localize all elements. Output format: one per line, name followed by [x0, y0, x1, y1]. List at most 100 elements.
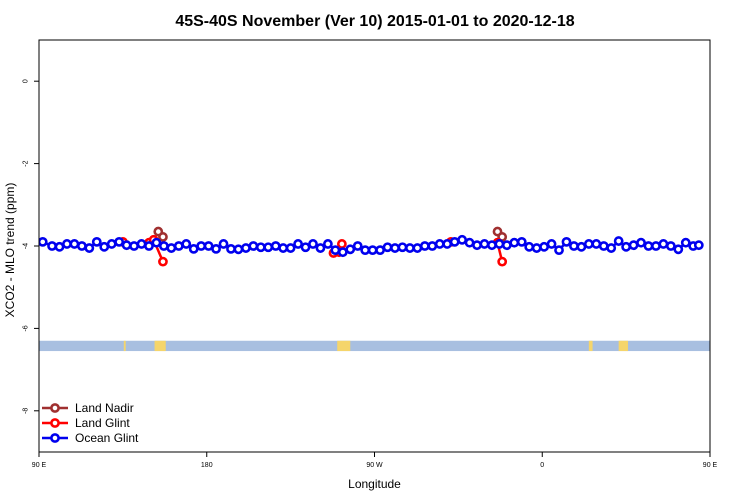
data-point — [136, 239, 147, 249]
data-point — [345, 244, 356, 255]
data-point — [99, 241, 110, 252]
data-point — [516, 236, 527, 247]
data-point — [497, 256, 508, 267]
data-point — [494, 239, 505, 249]
data-point — [91, 236, 102, 247]
data-point — [665, 241, 676, 251]
data-point — [693, 240, 704, 251]
data-point — [382, 242, 393, 253]
data-point — [158, 256, 168, 267]
data-point — [173, 241, 184, 251]
data-point — [598, 241, 609, 251]
data-point — [576, 241, 587, 252]
data-point — [166, 243, 177, 253]
ocean-band — [39, 340, 710, 352]
data-point — [129, 241, 139, 251]
land-segment — [337, 340, 351, 352]
data-point — [196, 241, 207, 251]
data-point — [293, 239, 303, 249]
y-tick-label: -4 — [23, 243, 30, 249]
data-point — [546, 239, 557, 249]
data-point — [69, 239, 80, 249]
data-point — [278, 243, 289, 253]
y-axis-label: XCO2 - MLO trend (ppm) — [3, 183, 17, 318]
data-point — [84, 243, 95, 253]
data-point — [54, 241, 65, 252]
data-point — [501, 240, 512, 251]
plot-area — [39, 226, 710, 352]
data-point — [300, 242, 311, 253]
data-point — [449, 236, 460, 247]
data-point — [434, 239, 445, 249]
data-point — [39, 236, 48, 247]
data-point — [226, 243, 236, 254]
legend-label: Ocean Glint — [75, 431, 139, 445]
y-tick-label: -8 — [23, 408, 30, 414]
y-tick-label: -2 — [23, 160, 30, 166]
data-point — [263, 242, 274, 253]
data-point — [457, 234, 468, 245]
data-point — [367, 245, 378, 256]
y-tick-label: -6 — [23, 325, 30, 331]
legend-marker — [50, 418, 60, 428]
y-axis: 0 -2 -4 -6 -8 — [23, 79, 39, 414]
x-tick-label: 0 — [540, 462, 544, 469]
data-point — [680, 237, 691, 248]
data-point — [181, 239, 192, 249]
land-segment — [154, 340, 166, 352]
data-point — [472, 240, 482, 251]
x-tick-label: 90 E — [703, 462, 718, 469]
data-point — [628, 240, 639, 251]
data-point — [203, 241, 214, 251]
chart-title: 45S-40S November (Ver 10) 2015-01-01 to … — [175, 13, 574, 30]
data-point — [285, 243, 296, 253]
data-point — [554, 245, 564, 256]
data-point — [255, 242, 266, 253]
data-point — [636, 237, 646, 248]
data-point — [336, 239, 347, 249]
data-point — [651, 241, 661, 251]
data-point — [308, 239, 318, 249]
y-tick-label: 0 — [23, 79, 30, 83]
legend-marker — [50, 403, 60, 413]
land-segment — [588, 340, 593, 352]
x-axis: 90 E 180 90 W 0 90 E — [32, 452, 718, 469]
data-point — [233, 244, 244, 255]
series-ocean-glint — [39, 234, 704, 258]
land-segment — [618, 340, 628, 352]
data-point — [405, 243, 415, 253]
data-point — [360, 245, 371, 256]
data-point — [121, 240, 132, 251]
x-tick-label: 90 E — [32, 462, 47, 469]
plot-content — [39, 226, 710, 352]
data-point — [240, 243, 251, 253]
data-point — [531, 243, 542, 253]
data-point — [337, 247, 348, 258]
data-point — [487, 240, 497, 251]
data-point — [158, 232, 168, 242]
data-point — [211, 243, 221, 254]
data-point — [218, 239, 229, 249]
legend-marker — [50, 433, 60, 443]
data-point — [315, 243, 326, 253]
data-point — [330, 245, 341, 256]
data-point — [509, 237, 520, 248]
data-point — [569, 241, 579, 251]
data-point — [673, 244, 684, 255]
legend-label: Land Glint — [75, 416, 130, 430]
data-point — [76, 241, 87, 251]
data-point — [621, 241, 632, 252]
data-point — [397, 242, 408, 253]
x-axis-label: Longitude — [348, 477, 401, 491]
data-point — [270, 241, 281, 251]
data-point — [114, 236, 125, 247]
data-point — [390, 243, 400, 253]
data-point — [323, 239, 333, 249]
legend-item: Ocean Glint — [42, 431, 139, 445]
data-point — [583, 239, 594, 249]
data-point — [144, 241, 154, 251]
data-point — [419, 241, 430, 251]
data-point — [442, 239, 453, 249]
